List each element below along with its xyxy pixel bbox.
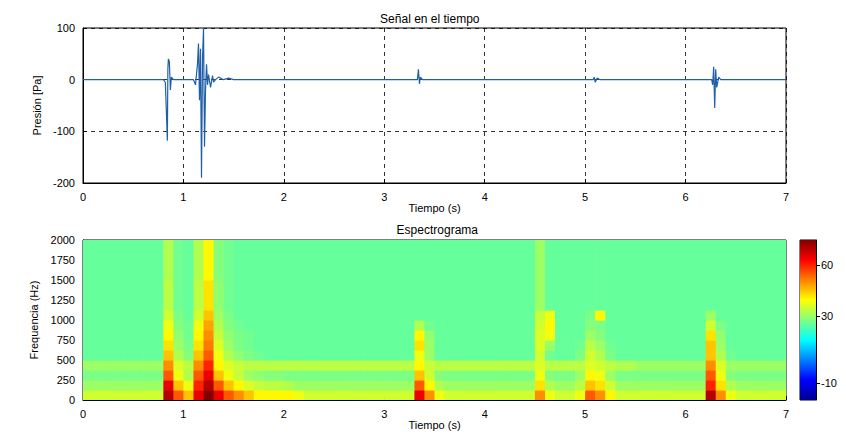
svg-text:1250: 1250 <box>51 294 75 306</box>
svg-text:Tiempo (s): Tiempo (s) <box>408 202 460 214</box>
svg-text:7: 7 <box>783 408 789 420</box>
svg-text:-10: -10 <box>821 377 837 389</box>
svg-text:0: 0 <box>69 74 75 86</box>
svg-text:6: 6 <box>683 191 689 203</box>
svg-text:750: 750 <box>57 334 75 346</box>
svg-text:500: 500 <box>57 354 75 366</box>
svg-text:3: 3 <box>381 191 387 203</box>
svg-text:1: 1 <box>180 408 186 420</box>
svg-text:0: 0 <box>80 408 86 420</box>
svg-text:Frequencia (Hz): Frequencia (Hz) <box>28 281 40 360</box>
svg-text:5: 5 <box>582 191 588 203</box>
svg-text:5: 5 <box>582 408 588 420</box>
svg-text:2: 2 <box>281 408 287 420</box>
svg-text:-100: -100 <box>53 125 75 137</box>
svg-text:Presión [Pa]: Presión [Pa] <box>31 76 43 136</box>
svg-text:Espectrograma: Espectrograma <box>397 223 479 237</box>
svg-text:1: 1 <box>180 191 186 203</box>
svg-text:1000: 1000 <box>51 314 75 326</box>
svg-text:1750: 1750 <box>51 254 75 266</box>
svg-text:-200: -200 <box>53 177 75 189</box>
svg-text:3: 3 <box>381 408 387 420</box>
svg-text:Señal en el tiempo: Señal en el tiempo <box>380 12 480 26</box>
svg-text:Tiempo (s): Tiempo (s) <box>408 419 460 431</box>
svg-text:2: 2 <box>281 191 287 203</box>
svg-text:60: 60 <box>821 259 833 271</box>
svg-text:1500: 1500 <box>51 274 75 286</box>
svg-text:0: 0 <box>80 191 86 203</box>
svg-text:4: 4 <box>482 191 488 203</box>
svg-text:2000: 2000 <box>51 234 75 246</box>
svg-text:30: 30 <box>821 310 833 322</box>
svg-text:7: 7 <box>783 191 789 203</box>
svg-text:6: 6 <box>683 408 689 420</box>
svg-text:0: 0 <box>69 394 75 406</box>
svg-text:4: 4 <box>482 408 488 420</box>
svg-text:100: 100 <box>57 22 75 34</box>
svg-text:250: 250 <box>57 374 75 386</box>
